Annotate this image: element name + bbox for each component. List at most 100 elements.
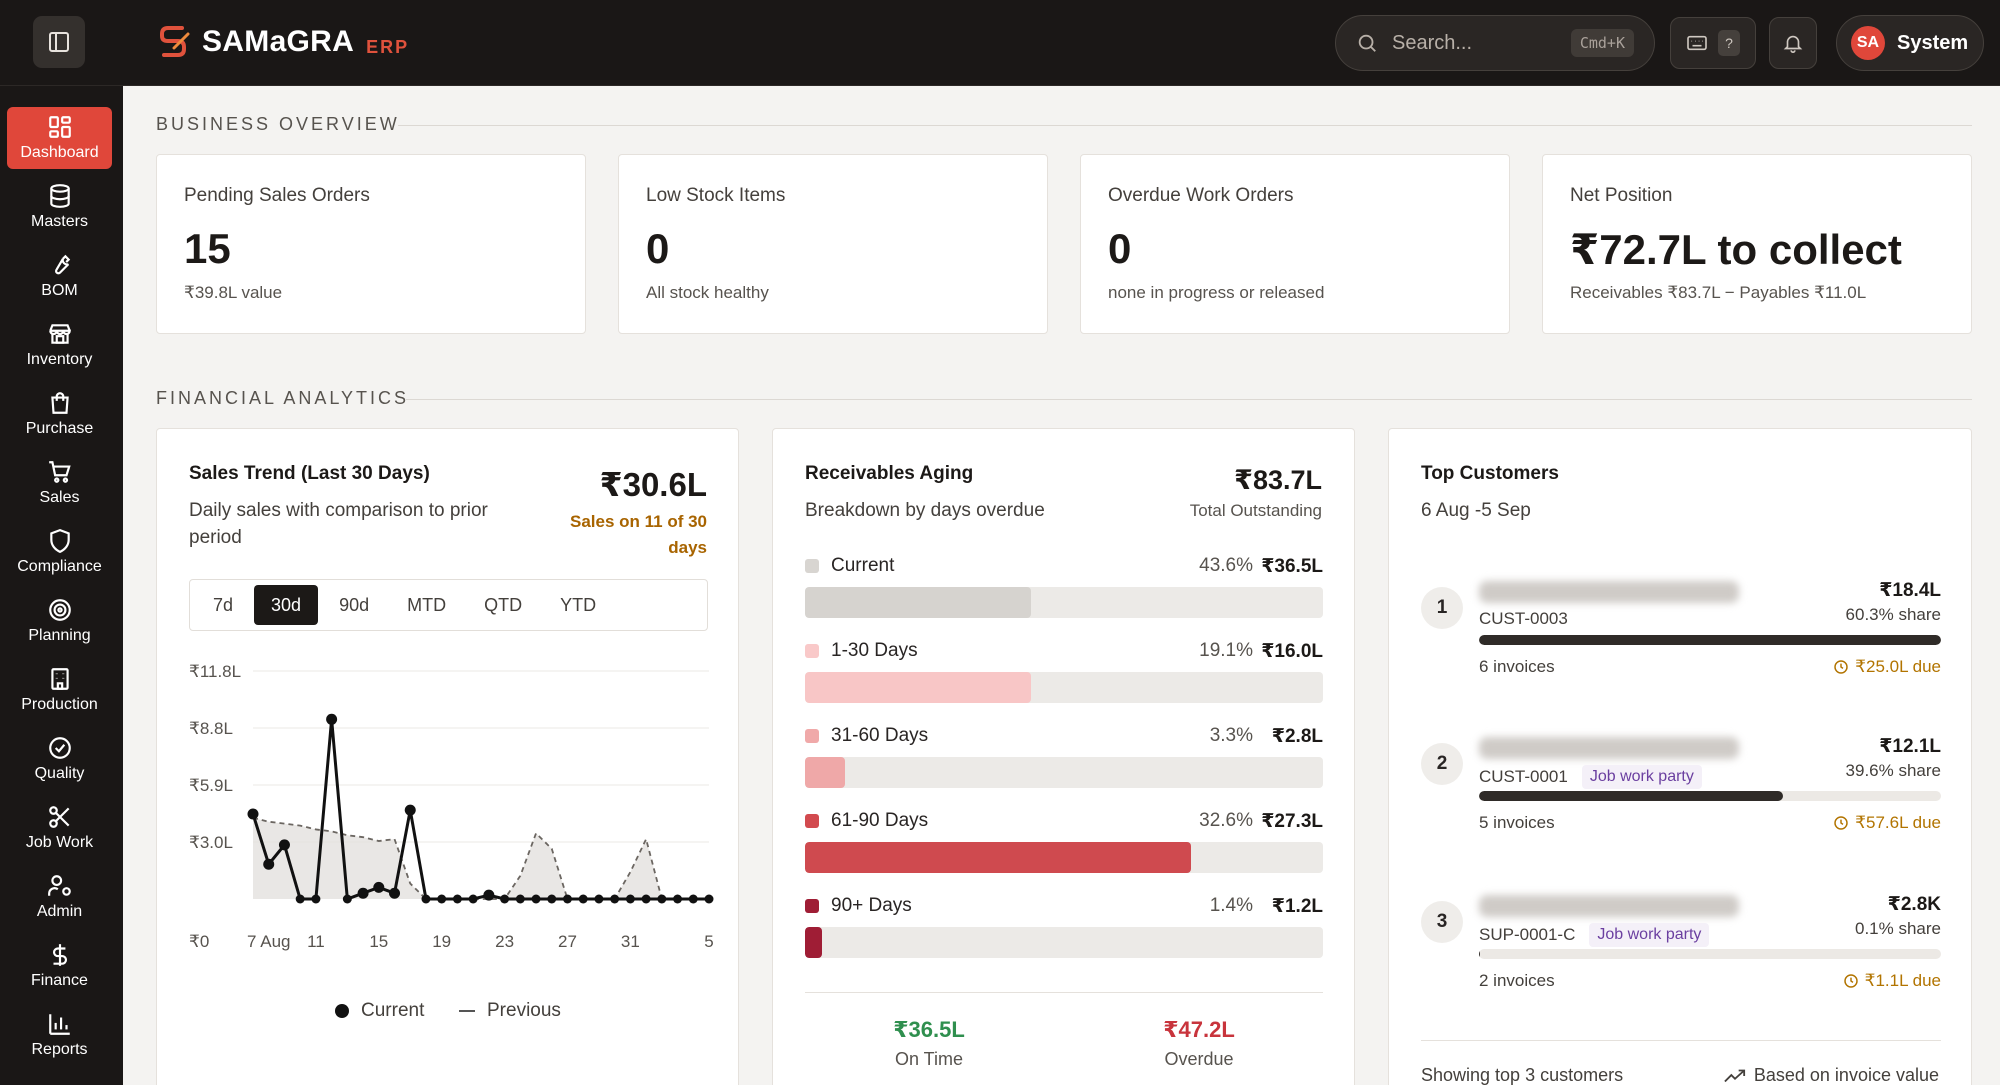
aging-label: 1-30 Days: [805, 640, 918, 662]
search-placeholder: Search...: [1392, 31, 1473, 54]
app-logo[interactable]: SAMaGRA ERP: [158, 24, 409, 60]
aging-amount: ₹2.8L: [1271, 726, 1323, 747]
customer-due: ₹25.0L due: [1833, 657, 1941, 677]
previous-series-area: [253, 817, 709, 899]
kpi-label: Net Position: [1570, 185, 1673, 206]
sidebar-toggle-button[interactable]: [33, 16, 85, 68]
sidebar-item-label: BOM: [41, 282, 78, 299]
aging-amount: ₹36.5L: [1261, 556, 1323, 577]
aging-bar-fill: [805, 587, 1031, 618]
trending-up-icon: [1724, 1069, 1745, 1082]
user-menu-button[interactable]: SA System: [1836, 15, 1984, 71]
aging-label-text: 61-90 Days: [831, 810, 929, 831]
legend-previous-label: Previous: [487, 1000, 561, 1021]
search-input[interactable]: Search... Cmd+K: [1335, 15, 1655, 71]
aging-amount: ₹27.3L: [1261, 811, 1323, 832]
sidebar-item-bom[interactable]: BOM: [7, 245, 112, 307]
current-series-point: [641, 894, 651, 904]
range-tab-ytd[interactable]: YTD: [560, 594, 597, 615]
aging-percent: 1.4%: [1209, 895, 1253, 916]
receivables-aging-card: Receivables Aging Breakdown by days over…: [772, 428, 1355, 1085]
kpi-card-net-position[interactable]: Net Position ₹72.7L to collect Receivabl…: [1542, 154, 1972, 334]
sidebar-item-sales[interactable]: Sales: [7, 452, 112, 514]
current-series-point: [373, 881, 385, 893]
sidebar-item-compliance[interactable]: Compliance: [7, 521, 112, 583]
sidebar-item-label: Finance: [31, 972, 88, 989]
app-suffix: ERP: [366, 36, 410, 57]
range-tab-90d[interactable]: 90d: [339, 594, 370, 615]
customer-share-track: [1479, 635, 1941, 645]
top-customers-footer-left: Showing top 3 customers: [1421, 1065, 1624, 1085]
on-time-value: ₹36.5L: [893, 1017, 965, 1042]
sidebar-item-planning[interactable]: Planning: [7, 590, 112, 652]
kpi-card-overdue-work-orders[interactable]: Overdue Work Orders 0 none in progress o…: [1080, 154, 1510, 334]
sidebar-item-inventory[interactable]: Inventory: [7, 314, 112, 376]
card-subtitle: Breakdown by days overdue: [805, 500, 1045, 521]
customer-due-text: ₹1.1L due: [1864, 971, 1941, 990]
user-name: System: [1897, 31, 1969, 54]
sidebar-item-purchase[interactable]: Purchase: [7, 383, 112, 445]
sales-trend-chart: ₹0 ₹3.0L ₹5.9L ₹8.8L ₹11.8L 7 Aug 11 15 19 23 27 31…: [189, 662, 714, 951]
customer-invoices: 6 invoices: [1479, 657, 1555, 676]
range-tab-mtd[interactable]: MTD: [407, 594, 447, 615]
section-title-financial-analytics: FINANCIAL ANALYTICS: [156, 388, 410, 408]
current-series-point: [263, 858, 275, 870]
kpi-value: 0: [646, 225, 670, 272]
y-tick-label: ₹8.8L: [189, 719, 233, 738]
help-key: ?: [1718, 30, 1740, 56]
aging-bar-fill: [805, 672, 1031, 703]
notifications-button[interactable]: [1769, 17, 1817, 69]
top-customers-card: Top Customers 6 Aug -5 Sep 1 CUST-0003 ₹18…: [1388, 428, 1972, 1085]
card-title: Top Customers: [1421, 463, 1559, 484]
sidebar-item-label: Dashboard: [20, 144, 99, 161]
kpi-card-pending-sales[interactable]: Pending Sales Orders 15 ₹39.8L value: [156, 154, 586, 334]
aging-bar-track: [805, 587, 1323, 618]
range-tab-30d[interactable]: 30d: [254, 585, 319, 625]
customer-name-redacted: [1479, 737, 1739, 759]
aging-amount: ₹1.2L: [1271, 896, 1323, 917]
y-tick-label: ₹3.0L: [189, 833, 233, 852]
sidebar-item-label: Job Work: [25, 834, 94, 851]
customer-share: 60.3% share: [1845, 605, 1941, 624]
scissors-icon: [48, 806, 69, 828]
keyboard-shortcuts-button[interactable]: ?: [1670, 17, 1756, 69]
x-tick-label: 11: [307, 932, 325, 951]
card-title: Sales Trend (Last 30 Days): [189, 463, 430, 484]
aging-label-text: 90+ Days: [831, 895, 912, 916]
sidebar-item-label: Planning: [28, 627, 91, 644]
current-series-point: [673, 894, 683, 904]
range-tab-7d[interactable]: 7d: [213, 594, 234, 615]
sidebar-item-finance[interactable]: Finance: [7, 935, 112, 997]
overdue-label: Overdue: [1164, 1049, 1234, 1069]
section-divider: [406, 399, 1972, 400]
sidebar-item-masters[interactable]: Masters: [7, 176, 112, 238]
current-series-point: [483, 889, 495, 901]
dashboard-icon: [48, 116, 71, 138]
customer-share-fill: [1479, 949, 1481, 959]
customer-id: SUP-0001-C Job work party: [1479, 923, 1710, 947]
current-series-point: [657, 894, 667, 904]
bar-chart-icon: [48, 1014, 70, 1035]
sidebar-item-label: Masters: [31, 213, 88, 230]
x-tick-label: 5: [704, 932, 713, 951]
legend-current: Current: [335, 1000, 424, 1022]
check-circle-icon: [48, 737, 71, 759]
kpi-value: 15: [184, 225, 231, 272]
sidebar-item-production[interactable]: Production: [7, 659, 112, 721]
current-series-point: [326, 713, 338, 725]
clock-icon: [1843, 974, 1858, 988]
customer-invoices: 2 invoices: [1479, 971, 1555, 990]
sidebar-item-quality[interactable]: Quality: [7, 728, 112, 790]
sidebar-item-reports[interactable]: Reports: [7, 1004, 112, 1066]
range-tab-qtd[interactable]: QTD: [484, 594, 523, 615]
current-series-point: [389, 887, 401, 899]
sidebar-item-admin[interactable]: Admin: [7, 866, 112, 928]
customer-share-track: [1479, 791, 1941, 801]
aging-percent: 32.6%: [1199, 810, 1253, 831]
current-series-point: [500, 894, 510, 904]
kpi-card-low-stock[interactable]: Low Stock Items 0 All stock healthy: [618, 154, 1048, 334]
bell-icon: [1783, 35, 1803, 53]
sidebar-item-job-work[interactable]: Job Work: [7, 797, 112, 859]
customer-share: 39.6% share: [1845, 761, 1941, 780]
sidebar-item-dashboard[interactable]: Dashboard: [7, 107, 112, 169]
